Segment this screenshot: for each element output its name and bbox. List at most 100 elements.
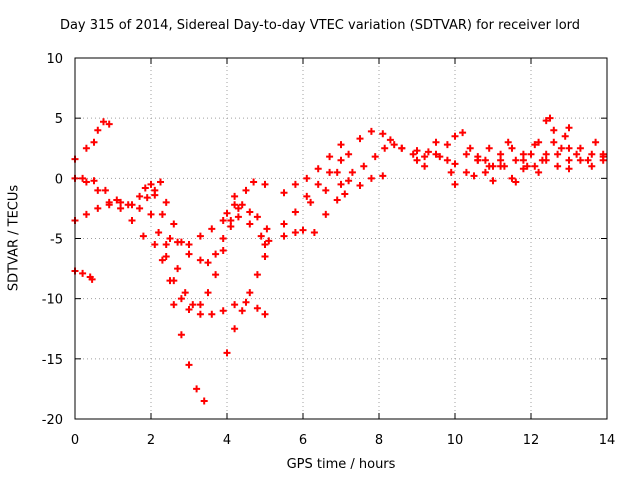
data-point: [557, 144, 565, 152]
data-point: [231, 301, 239, 309]
y-tick-label: 0: [55, 172, 63, 187]
data-point: [185, 250, 193, 258]
data-point: [512, 156, 520, 164]
data-point: [204, 289, 212, 297]
data-point: [162, 253, 170, 261]
x-tick-label: 4: [223, 433, 231, 448]
data-point: [280, 232, 288, 240]
data-point: [253, 213, 261, 221]
data-point: [231, 325, 239, 333]
data-point: [162, 241, 170, 249]
data-point: [466, 144, 474, 152]
data-point: [326, 153, 334, 161]
data-point: [443, 141, 451, 149]
data-point: [592, 138, 600, 146]
data-point: [200, 397, 208, 405]
data-point: [90, 177, 98, 185]
data-point: [531, 162, 539, 170]
data-point: [443, 156, 451, 164]
data-point: [481, 156, 489, 164]
data-point: [576, 156, 584, 164]
data-point: [542, 117, 550, 125]
data-point: [208, 225, 216, 233]
data-point: [314, 180, 322, 188]
grid: [75, 58, 607, 419]
data-point: [158, 256, 166, 264]
data-point: [223, 349, 231, 357]
data-point: [101, 186, 109, 194]
data-point: [367, 174, 375, 182]
data-point: [212, 250, 220, 258]
data-point: [345, 150, 353, 158]
data-point: [139, 232, 147, 240]
data-point: [263, 225, 271, 233]
data-point: [299, 226, 307, 234]
data-point: [166, 235, 174, 242]
data-point: [234, 204, 242, 212]
data-point: [303, 192, 311, 200]
data-point: [576, 144, 584, 152]
data-point: [204, 259, 212, 267]
data-point: [158, 210, 166, 218]
data-point: [261, 241, 269, 249]
data-point: [550, 126, 558, 134]
data-point: [584, 156, 592, 164]
data-point: [238, 307, 246, 315]
data-point: [246, 208, 254, 216]
data-point: [459, 129, 467, 137]
data-point: [337, 156, 345, 164]
data-point: [470, 172, 478, 180]
data-point: [219, 247, 227, 255]
data-point: [174, 238, 182, 246]
plot-border: [74, 57, 608, 420]
data-point: [291, 208, 299, 216]
data-point: [196, 301, 204, 309]
data-point: [546, 114, 554, 122]
data-point: [250, 178, 258, 186]
data-point: [386, 136, 394, 144]
data-point: [261, 253, 269, 261]
data-point: [322, 186, 330, 194]
data-point: [504, 138, 512, 146]
x-tick-label: 8: [375, 433, 383, 448]
x-tick-label: 6: [299, 433, 307, 448]
data-point: [527, 150, 535, 158]
y-tick-label: -10: [42, 293, 63, 308]
data-point: [238, 201, 246, 209]
data-point: [341, 190, 349, 198]
tick-labels: 0 2 4 6 8 10 12 14 -20 -15 -10 -5 0 5 10: [42, 52, 616, 448]
y-tick-label: -5: [50, 233, 63, 248]
data-point: [519, 150, 527, 158]
data-point: [212, 271, 220, 279]
data-point: [538, 156, 546, 164]
data-point: [291, 180, 299, 188]
data-point: [390, 141, 398, 149]
data-point: [303, 174, 311, 182]
data-point: [117, 204, 125, 212]
y-tick-label: 5: [55, 112, 63, 127]
data-point: [227, 222, 235, 230]
data-point: [147, 180, 155, 188]
data-point: [337, 180, 345, 188]
data-point: [79, 269, 87, 277]
data-point: [143, 194, 151, 202]
data-point: [451, 132, 459, 140]
data-points: [71, 114, 607, 405]
data-point: [151, 191, 159, 199]
data-point: [219, 307, 227, 315]
data-point: [485, 144, 493, 152]
data-point: [326, 168, 334, 176]
data-point: [185, 361, 193, 369]
data-point: [497, 150, 505, 158]
data-point: [565, 144, 573, 152]
data-point: [196, 232, 204, 240]
data-point: [565, 156, 573, 164]
data-point: [242, 298, 250, 306]
data-point: [94, 186, 102, 194]
data-point: [113, 196, 121, 204]
data-point: [314, 165, 322, 173]
data-point: [82, 210, 90, 218]
data-point: [523, 162, 531, 170]
data-point: [371, 153, 379, 161]
